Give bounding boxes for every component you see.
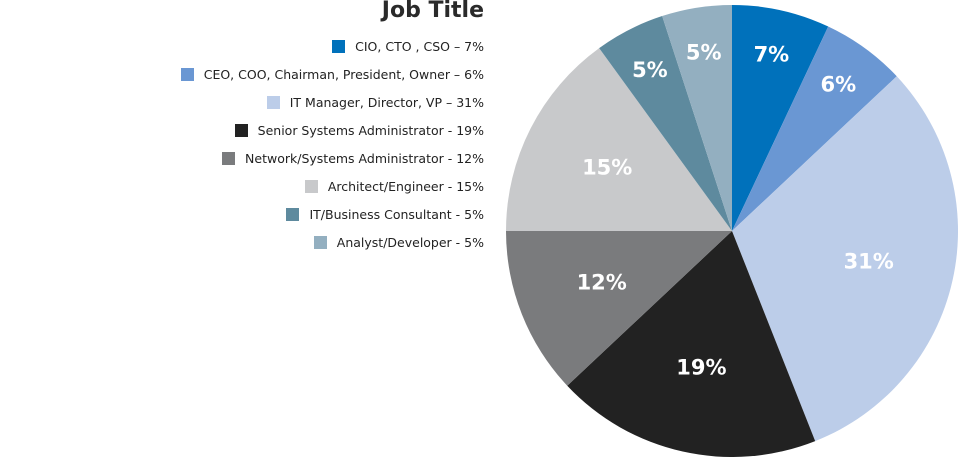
pie-slice-label: 7% (754, 43, 790, 67)
pie-slice-label: 31% (844, 250, 894, 274)
pie-slice-label: 15% (582, 155, 632, 179)
pie-slice-label: 5% (632, 58, 668, 82)
legend-swatch (180, 67, 194, 81)
legend-item: Senior Systems Administrator - 19% (181, 116, 484, 144)
legend-swatch (234, 123, 248, 137)
legend-swatch (286, 207, 300, 221)
pie-slice (506, 231, 732, 386)
legend-item: IT/Business Consultant - 5% (181, 200, 484, 228)
legend-item: Network/Systems Administrator - 12% (181, 144, 484, 172)
legend-swatch (304, 179, 318, 193)
legend-swatch (313, 235, 327, 249)
legend-item: CIO, CTO , CSO – 7% (181, 32, 484, 60)
pie-slice-label: 5% (686, 40, 722, 64)
pie-slice (732, 5, 829, 231)
pie-slice (732, 76, 959, 442)
legend-item: Architect/Engineer - 15% (181, 172, 484, 200)
legend-item: IT Manager, Director, VP – 31% (181, 88, 484, 116)
pie-slice-label: 12% (577, 271, 627, 295)
pie-slice (567, 231, 816, 457)
chart-title: Job Title (381, 0, 484, 23)
legend-label: Network/Systems Administrator - 12% (245, 150, 484, 166)
chart-legend: CIO, CTO , CSO – 7% CEO, COO, Chairman, P… (180, 32, 484, 256)
pie-slice (599, 16, 732, 232)
legend-swatch (332, 39, 346, 53)
legend-label: CIO, CTO , CSO – 7% (355, 38, 484, 54)
pie-slice (732, 26, 897, 232)
legend-label: IT/Business Consultant - 5% (309, 206, 484, 222)
pie-slice (662, 5, 732, 231)
pie-labels: 7% 6% 31% 19% 12% 15% 5% 5% (577, 40, 894, 379)
legend-item: Analyst/Developer - 5% (181, 228, 484, 256)
legend-swatch (222, 151, 236, 165)
legend-swatch (266, 95, 280, 109)
pie-slice-label: 6% (820, 73, 856, 97)
legend-label: Senior Systems Administrator - 19% (257, 122, 484, 138)
legend-item: CEO, COO, Chairman, President, Owner – 6… (180, 60, 484, 88)
legend-label: IT Manager, Director, VP – 31% (289, 94, 484, 110)
pie-slice-label: 19% (676, 356, 726, 380)
pie-slices (506, 5, 959, 457)
legend-label: Analyst/Developer - 5% (336, 234, 484, 250)
legend-label: Architect/Engineer - 15% (327, 178, 484, 194)
legend-label: CEO, COO, Chairman, President, Owner – 6… (203, 66, 484, 82)
pie-slice (506, 48, 732, 231)
